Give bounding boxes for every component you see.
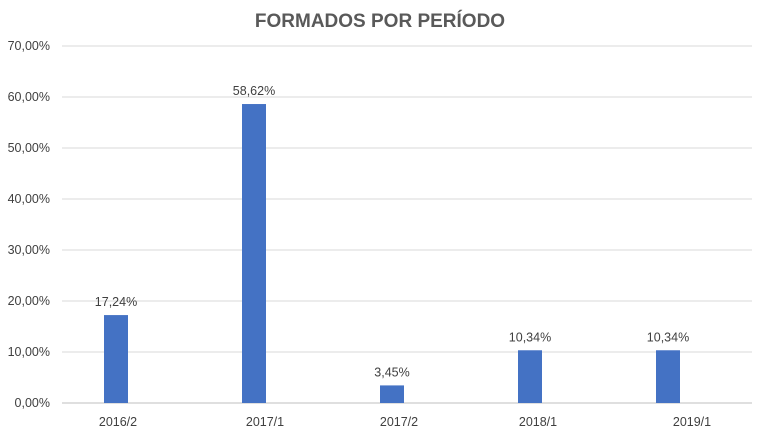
y-tick-label: 0,00% [15,396,50,410]
x-tick-label: 2018/1 [519,415,557,429]
bar-2017-1 [242,104,266,404]
bar-2016-2 [104,315,128,403]
y-tick-label: 60,00% [8,90,50,104]
data-label: 58,62% [233,84,275,98]
x-tick-label: 2019/1 [673,415,711,429]
y-tick-label: 30,00% [8,243,50,257]
y-tick-label: 10,00% [8,345,50,359]
y-tick-label: 40,00% [8,192,50,206]
y-axis-ticks: 0,00% 10,00% 20,00% 30,00% 40,00% 50,00% 60,00… [8,39,50,410]
data-label: 10,34% [647,330,689,344]
data-label: 10,34% [509,330,551,344]
bar-2017-2 [380,385,404,403]
bars [104,104,680,404]
y-tick-label: 70,00% [8,39,50,53]
y-tick-label: 20,00% [8,294,50,308]
chart-title: FORMADOS POR PERÍODO [255,10,505,32]
x-tick-label: 2016/2 [99,415,137,429]
x-axis-ticks: 2016/2 2017/1 2017/2 2018/1 2019/1 [99,415,711,429]
data-label: 3,45% [374,365,409,379]
y-tick-label: 50,00% [8,141,50,155]
bar-2019-1 [656,350,680,403]
x-tick-label: 2017/2 [380,415,418,429]
x-tick-label: 2017/1 [246,415,284,429]
gridlines [62,45,752,404]
data-labels: 17,24% 58,62% 3,45% 10,34% 10,34% [95,84,689,379]
data-label: 17,24% [95,295,137,309]
bar-2018-1 [518,350,542,403]
